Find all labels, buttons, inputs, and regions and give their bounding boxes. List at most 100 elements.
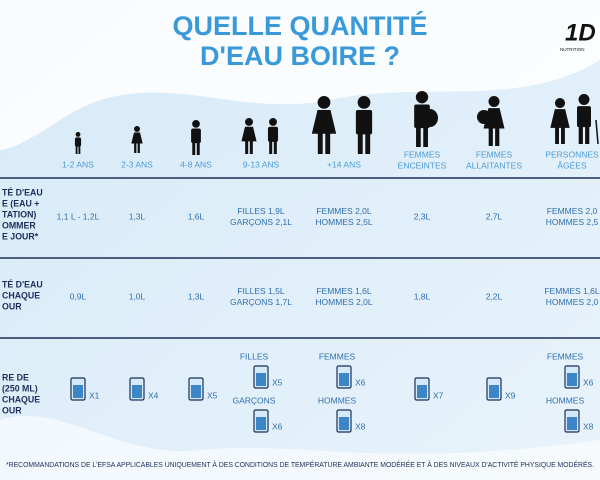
icon <box>134 126 140 132</box>
row-label: RE DE <box>2 372 29 382</box>
icon <box>75 132 81 137</box>
glass-group: FEMMES <box>547 351 584 361</box>
column-label: 9-13 ANS <box>243 159 280 169</box>
value: HOMMES 2,0L <box>315 297 372 307</box>
row-label: CHAQUE <box>2 290 40 300</box>
column-label: 1-2 ANS <box>62 159 94 169</box>
icon <box>355 110 373 135</box>
icon <box>131 132 143 144</box>
value: 1,0L <box>129 291 146 301</box>
icon <box>561 125 565 144</box>
value: HOMMES 2,0 <box>546 297 599 307</box>
glass-count: X9 <box>505 390 516 400</box>
icon <box>422 109 438 127</box>
icon <box>245 118 253 126</box>
icon <box>578 124 583 144</box>
glass-water <box>567 417 577 430</box>
icon <box>554 98 566 109</box>
wave <box>0 0 600 150</box>
footnote: *RECOMMANDATIONS DE L'EFSA APPLICABLES U… <box>6 460 594 469</box>
value: FEMMES 2,0L <box>316 206 372 216</box>
column-label: FEMMES <box>476 149 513 159</box>
icon <box>325 130 331 154</box>
row-label: CHAQUE <box>2 394 40 404</box>
icon <box>269 118 277 126</box>
wave <box>0 415 600 480</box>
glass-water <box>339 417 349 430</box>
value: GARÇONS 2,1L <box>230 217 292 227</box>
value: GARÇONS 1,7L <box>230 297 292 307</box>
icon <box>415 91 429 104</box>
icon <box>74 137 82 147</box>
value: HOMMES 2,5 <box>546 217 599 227</box>
value: FILLES 1,9L <box>237 206 285 216</box>
column-label: ENCEINTES <box>398 160 447 170</box>
title: D'EAU BOIRE ? <box>200 41 400 71</box>
row-label: E JOUR* <box>2 231 39 241</box>
logo: 1D <box>565 19 596 46</box>
glass-water <box>256 417 266 430</box>
row-label: TATION) <box>2 209 36 219</box>
glass-water <box>73 385 83 398</box>
row-label: (250 ML) <box>2 383 38 393</box>
title: QUELLE QUANTITÉ <box>173 10 428 41</box>
icon <box>191 128 201 144</box>
glass-count: X8 <box>583 421 594 431</box>
glass-water <box>489 385 499 398</box>
icon <box>585 124 590 144</box>
logo-sub: NUTRITION <box>560 47 585 52</box>
icon <box>245 139 249 154</box>
glass-count: X6 <box>272 421 283 431</box>
column-label: PERSONNES <box>545 149 599 159</box>
value: 1,8L <box>414 291 431 301</box>
glass-group: HOMMES <box>318 395 357 405</box>
value: FEMMES 2,0 <box>547 206 598 216</box>
column-label: 4-8 ANS <box>180 159 212 169</box>
icon <box>317 96 331 109</box>
icon <box>423 124 428 147</box>
icon <box>495 126 500 146</box>
value: 1,3L <box>129 211 146 221</box>
icon <box>134 142 137 153</box>
glass-water <box>191 385 201 398</box>
row-label: E (EAU + <box>2 198 39 208</box>
icon <box>488 126 493 146</box>
icon <box>192 141 196 155</box>
icon <box>555 125 559 144</box>
value: FEMMES 1,6L <box>316 286 372 296</box>
icon <box>273 139 277 154</box>
icon <box>357 96 371 109</box>
glass-group: HOMMES <box>546 395 585 405</box>
icon <box>192 120 200 128</box>
glass-count: X6 <box>355 377 366 387</box>
value: 1,6L <box>188 211 205 221</box>
icon <box>267 126 279 142</box>
icon <box>365 130 371 154</box>
row-label: OMMER <box>2 220 36 230</box>
value: FEMMES 1,6L <box>544 286 600 296</box>
column-label: +14 ANS <box>327 159 361 169</box>
column-label: ALLAITANTES <box>466 160 522 170</box>
value: 1,3L <box>188 291 205 301</box>
glass-group: FILLES <box>240 351 269 361</box>
glass-count: X1 <box>89 390 100 400</box>
glass-water <box>256 373 266 386</box>
icon <box>477 110 491 124</box>
icon <box>269 139 273 154</box>
icon <box>196 141 200 155</box>
icon <box>311 110 337 134</box>
glass-count: X5 <box>272 377 283 387</box>
icon <box>550 109 570 128</box>
icon <box>577 106 591 128</box>
icon <box>595 119 599 145</box>
row-label: OUR <box>2 405 22 415</box>
value: 2,3L <box>414 211 431 221</box>
value: 2,7L <box>486 211 503 221</box>
value: 0,9L <box>70 291 87 301</box>
column-label: FEMMES <box>404 149 441 159</box>
icon <box>75 145 78 154</box>
glass-count: X6 <box>583 377 594 387</box>
icon <box>241 126 257 142</box>
column-label: 2-3 ANS <box>121 159 153 169</box>
column-label: ÂGÉES <box>557 160 587 170</box>
